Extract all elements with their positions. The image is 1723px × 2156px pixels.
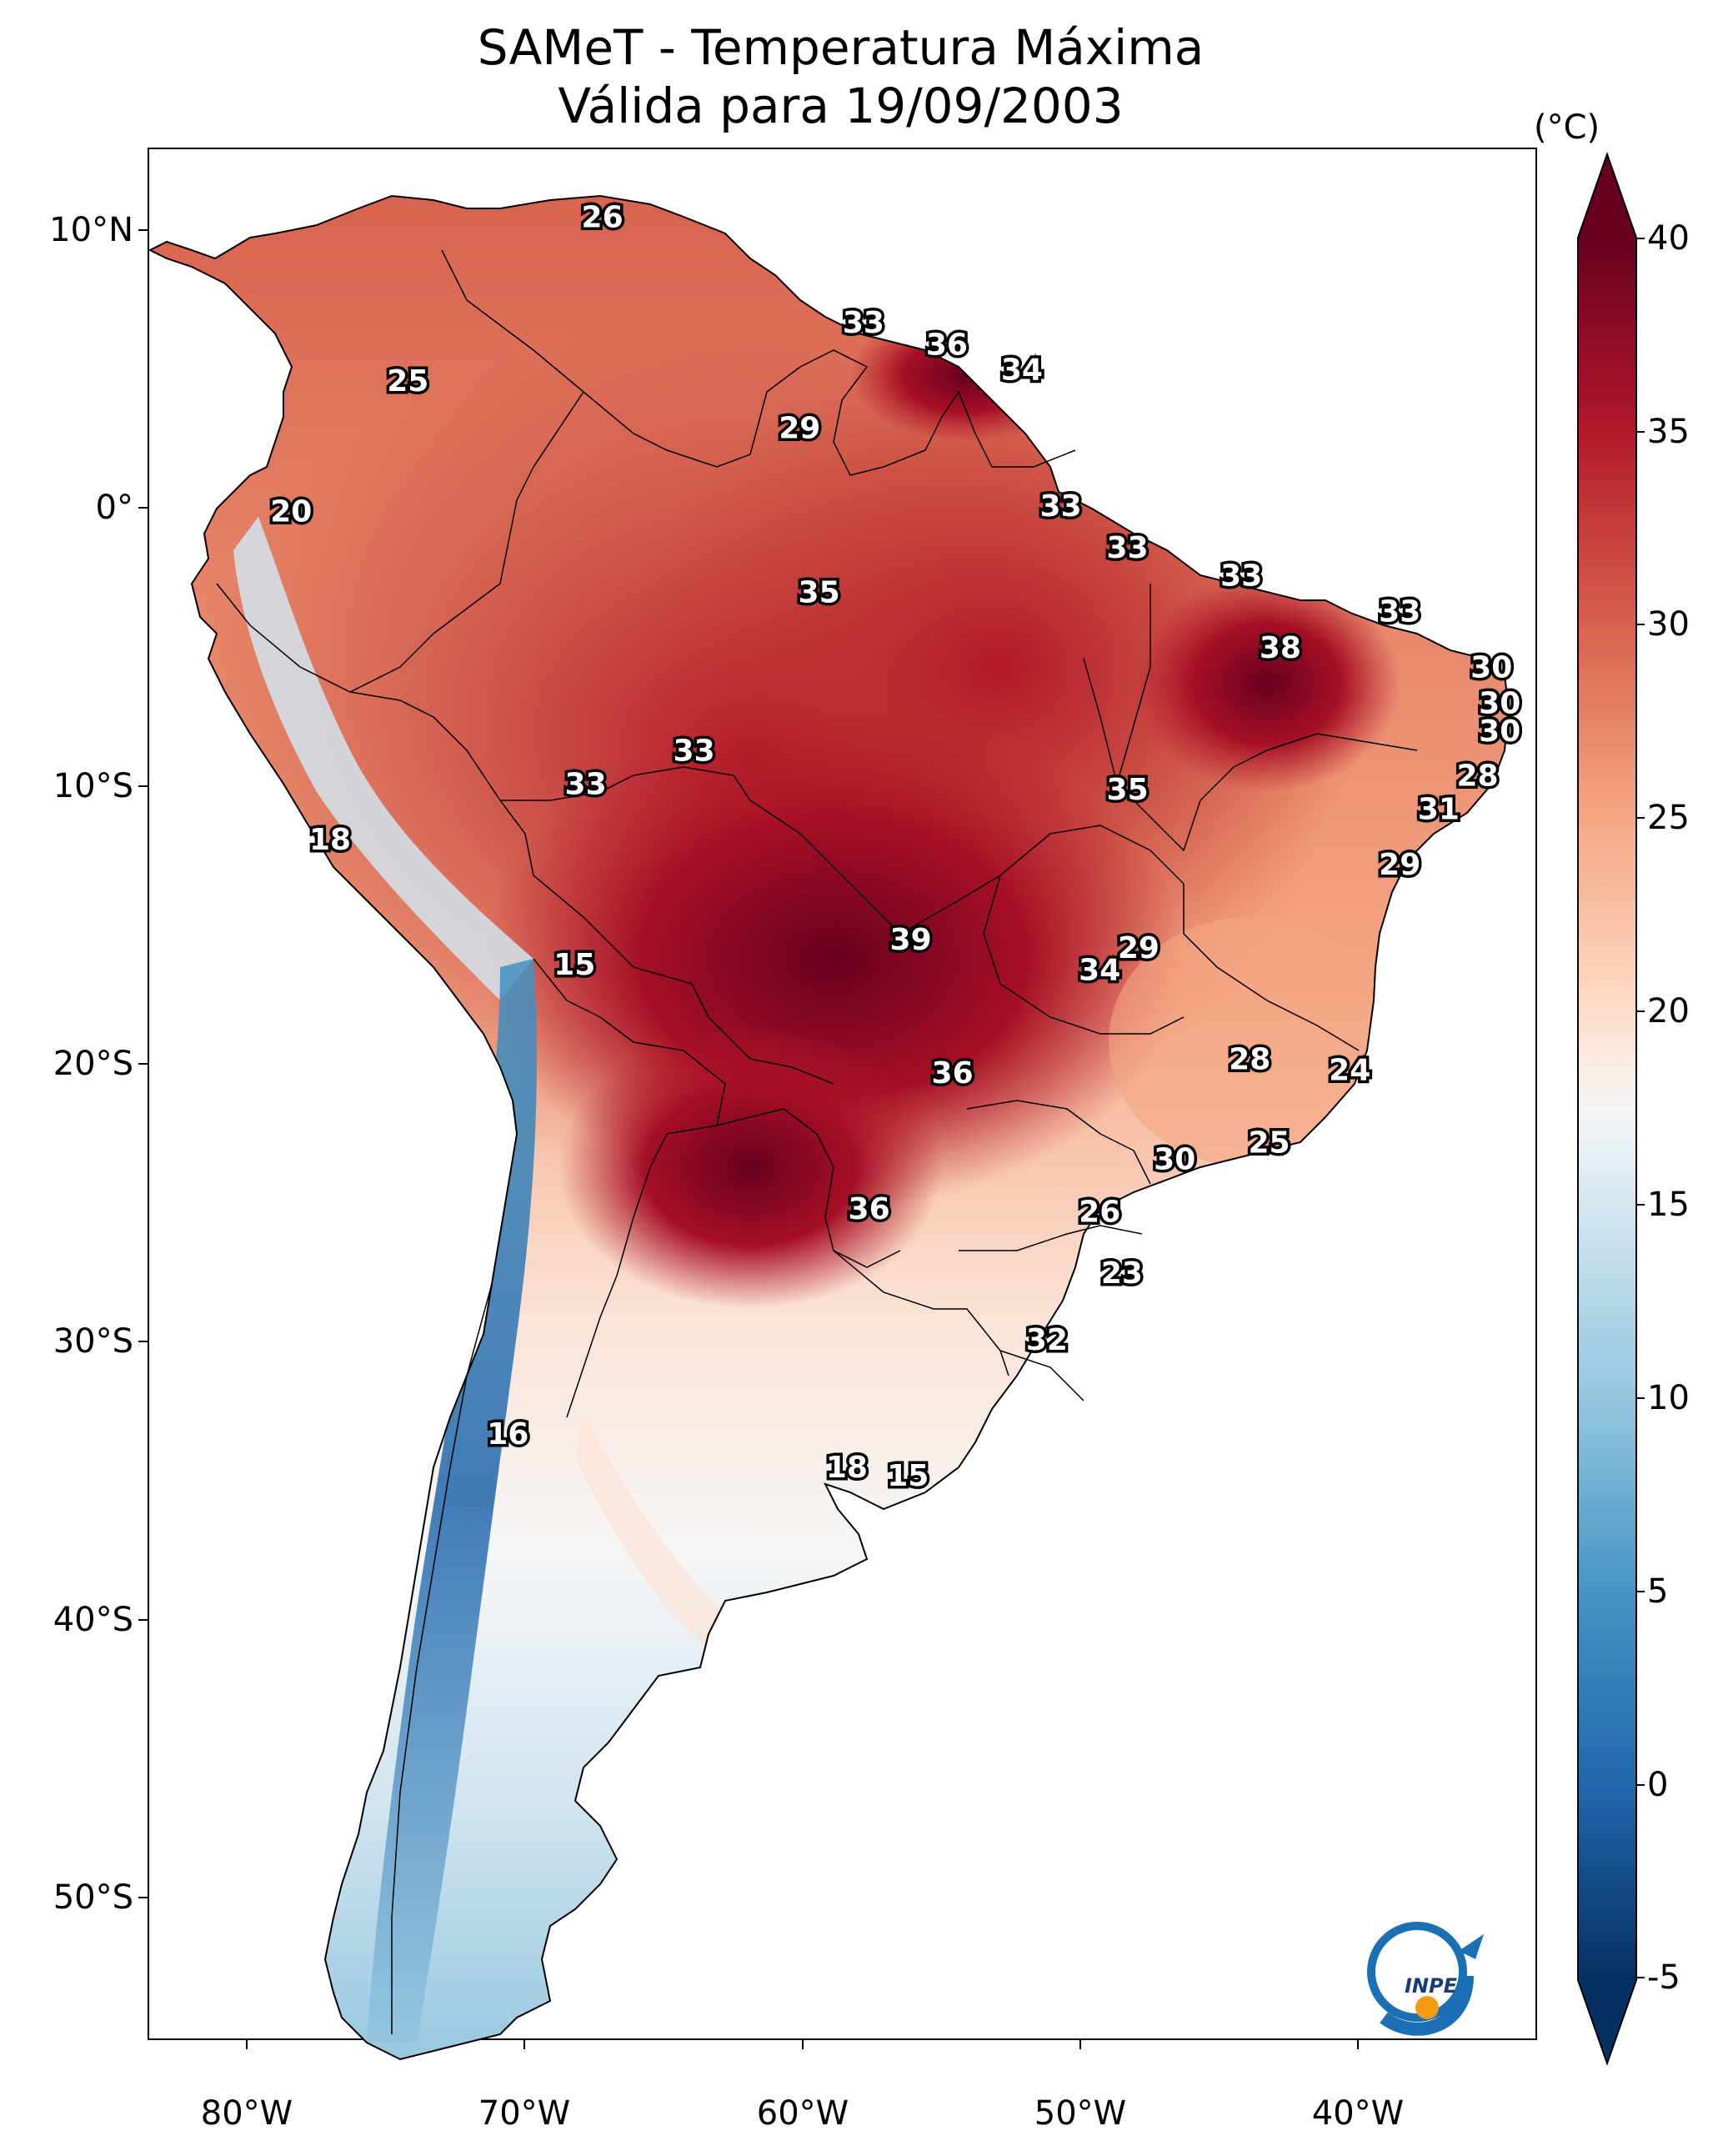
inpe-logo: INPE	[1367, 1922, 1484, 2036]
station-label: 33	[1040, 489, 1082, 524]
lon-label-40w: 40°W	[1311, 2094, 1405, 2133]
station-label: 29	[779, 412, 820, 446]
station-label: 25	[387, 364, 428, 399]
station-label: 30	[1470, 650, 1512, 684]
colorbar-tick-10: 10	[1647, 1379, 1690, 1417]
map-title-line1: SAMeT - Temperatura Máxima	[477, 19, 1205, 76]
station-label: 31	[1418, 792, 1460, 826]
station-label: 36	[932, 1056, 974, 1091]
station-label: 33	[1107, 531, 1149, 565]
station-label: 32	[1026, 1323, 1068, 1357]
colorbar-tick-20: 20	[1647, 992, 1690, 1030]
lat-label-40s: 40°S	[53, 1601, 133, 1639]
colorbar-tick-25: 25	[1647, 799, 1690, 837]
lon-label-50w: 50°W	[1034, 2094, 1127, 2133]
lat-label-30s: 30°S	[53, 1322, 133, 1361]
station-label: 20	[270, 495, 312, 529]
lat-label-50s: 50°S	[53, 1878, 133, 1917]
station-label: 33	[565, 767, 607, 801]
station-label: 39	[890, 923, 932, 957]
colorbar-tick-minus5: -5	[1647, 1958, 1680, 1997]
station-label: 15	[553, 948, 595, 982]
colorbar-tick-15: 15	[1647, 1186, 1690, 1224]
station-label: 35	[799, 575, 840, 609]
station-label: 29	[1118, 931, 1160, 965]
colorbar-tick-5: 5	[1647, 1572, 1669, 1611]
lat-label-10s: 10°S	[53, 767, 133, 805]
station-label: 30	[1479, 687, 1520, 721]
station-label: 33	[1379, 595, 1420, 629]
svg-text:INPE: INPE	[1405, 1974, 1458, 1998]
station-label: 28	[1229, 1042, 1270, 1076]
station-label: 33	[674, 734, 715, 768]
lat-label-20s: 20°S	[53, 1045, 133, 1083]
station-label: 35	[1107, 773, 1149, 807]
colorbar-tick-40: 40	[1647, 219, 1690, 258]
station-label: 18	[826, 1451, 868, 1485]
map-title-line2: Válida para 19/09/2003	[558, 78, 1124, 134]
station-label: 34	[1079, 954, 1120, 988]
colorbar	[1577, 151, 1645, 2067]
lat-label-0: 0°	[95, 489, 133, 527]
station-label: 30	[1154, 1142, 1195, 1176]
axis-ticks	[138, 229, 1359, 2049]
colorbar-units: (°C)	[1534, 108, 1600, 147]
lon-label-70w: 70°W	[478, 2094, 571, 2133]
station-label: 29	[1379, 848, 1420, 882]
colorbar-tick-0: 0	[1647, 1766, 1669, 1804]
station-label: 30	[1479, 714, 1520, 749]
lat-label-10n: 10°N	[49, 211, 133, 249]
colorbar-tick-35: 35	[1647, 413, 1690, 451]
station-label: 26	[582, 200, 624, 234]
colorbar-tick-30: 30	[1647, 605, 1690, 644]
station-label: 28	[1456, 759, 1498, 793]
station-label: 25	[1248, 1126, 1290, 1160]
station-label: 24	[1329, 1054, 1370, 1088]
station-label: 26	[1079, 1196, 1120, 1230]
station-label: 34	[1001, 353, 1043, 388]
station-label: 16	[487, 1417, 528, 1452]
station-label: 33	[843, 306, 884, 340]
lon-label-80w: 80°W	[200, 2094, 293, 2133]
station-label: 38	[1260, 631, 1301, 665]
station-label: 23	[1101, 1256, 1143, 1291]
lon-label-60w: 60°W	[756, 2094, 849, 2133]
station-label: 33	[1220, 559, 1262, 593]
station-label: 15	[887, 1459, 929, 1493]
station-label: 36	[926, 328, 968, 363]
country-borders	[216, 249, 1418, 2034]
station-label: 36	[849, 1192, 890, 1226]
station-label: 18	[309, 823, 351, 857]
